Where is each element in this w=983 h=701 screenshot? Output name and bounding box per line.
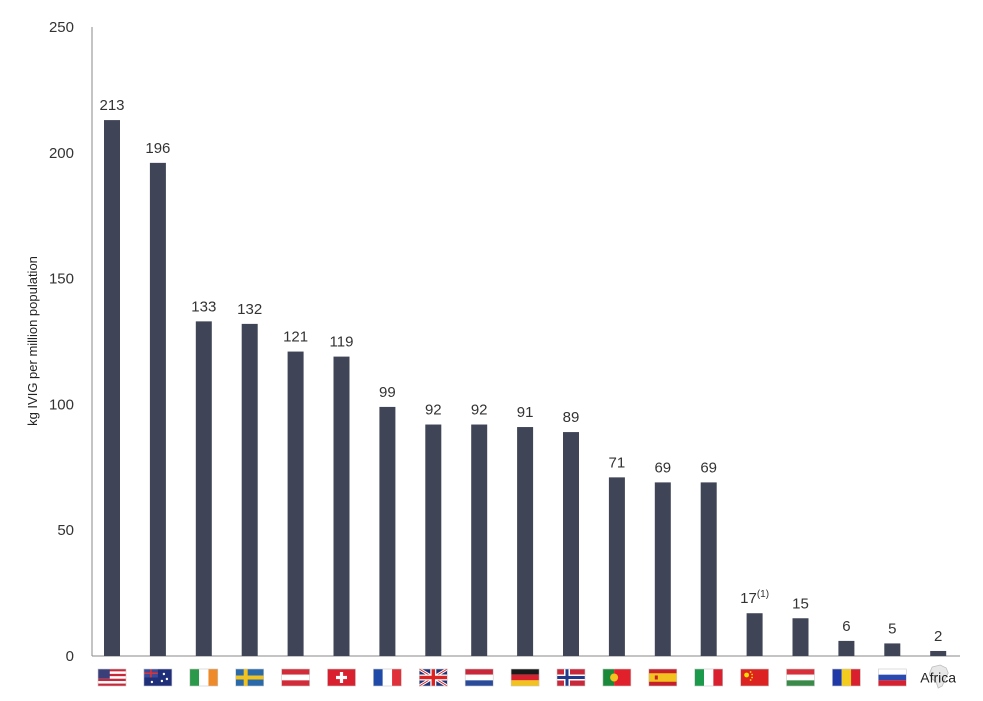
france-flag-icon: [373, 668, 402, 687]
bar: [838, 640, 855, 656]
data-label: 119: [330, 334, 354, 351]
data-label: 89: [563, 409, 580, 426]
data-label: 92: [425, 402, 442, 419]
bar: [930, 650, 947, 656]
data-label: 99: [379, 384, 396, 401]
data-label: 5: [888, 620, 896, 637]
austria-flag-icon: [281, 668, 310, 687]
bar: [517, 427, 534, 656]
australia-flag-icon: [143, 668, 173, 687]
y-tick-label: 150: [49, 271, 74, 288]
norway-flag-icon: [556, 668, 586, 687]
y-tick-label: 100: [49, 396, 74, 413]
data-label-value: 69: [654, 459, 671, 476]
bar: [104, 120, 120, 657]
data-label: 6: [842, 618, 850, 635]
data-label-value: 92: [425, 402, 442, 419]
data-label-value: 5: [888, 620, 896, 637]
data-label-value: 69: [700, 459, 717, 476]
hungary-flag-icon: [786, 668, 815, 687]
bar: [241, 323, 258, 656]
data-label-value: 119: [330, 334, 354, 351]
portugal-flag-icon: [602, 668, 632, 687]
data-label-value: 99: [379, 384, 396, 401]
italy-flag-icon: [694, 668, 724, 687]
ireland-flag-icon: [189, 668, 219, 687]
y-axis-title: kg IVIG per million population: [25, 256, 40, 426]
data-label: 17(1): [740, 589, 769, 607]
netherlands-flag-icon: [464, 668, 494, 687]
romania-flag-icon: [832, 668, 861, 687]
y-axis: 0 50 100 150 200 250 kg IVIG per million popu…: [25, 19, 93, 665]
data-label-value: 6: [842, 618, 850, 635]
data-label: 71: [609, 454, 626, 471]
data-label: 132: [237, 301, 262, 318]
bar: [746, 613, 763, 656]
bar: [792, 618, 809, 656]
bar: [333, 356, 350, 656]
switzerland-flag-icon: [327, 668, 356, 687]
bar: [195, 321, 212, 656]
data-label-value: 71: [609, 454, 626, 471]
data-label: 92: [471, 402, 488, 419]
bar: [379, 406, 396, 656]
y-tick-labels: 0 50 100 150 200 250: [49, 19, 74, 665]
y-tick-label: 0: [66, 648, 74, 665]
bars: [104, 120, 947, 657]
bar: [608, 477, 625, 656]
data-label: 15: [792, 595, 809, 612]
usa-flag-icon: [97, 668, 127, 687]
data-label: 2: [934, 628, 942, 645]
footnote-mark: (1): [757, 589, 769, 600]
data-label-value: 121: [283, 329, 308, 346]
data-label-value: 17: [740, 590, 757, 607]
china-flag-icon: [740, 668, 769, 687]
y-tick-label: 250: [49, 19, 74, 36]
data-label-value: 133: [191, 298, 216, 315]
bar: [149, 162, 166, 656]
sweden-flag-icon: [235, 668, 264, 687]
y-tick-label: 50: [57, 522, 74, 539]
bar: [654, 482, 671, 656]
data-label-value: 15: [792, 595, 809, 612]
data-label: 133: [191, 298, 216, 315]
bar: [884, 643, 901, 656]
data-label-value: 132: [237, 301, 262, 318]
category-label: Africa: [920, 670, 956, 686]
spain-flag-icon: [648, 668, 678, 687]
data-label-value: 92: [471, 402, 488, 419]
data-label: 91: [517, 404, 534, 421]
y-tick-label: 200: [49, 145, 74, 162]
data-label: 213: [99, 97, 124, 114]
data-label: 69: [654, 459, 671, 476]
category-flags: Africa: [97, 664, 956, 689]
africa-map-icon: [928, 664, 949, 689]
data-label-value: 196: [145, 140, 170, 157]
bar: [287, 351, 304, 656]
uk-flag-icon: [418, 667, 449, 688]
data-label: 121: [283, 329, 308, 346]
data-label: 69: [700, 459, 717, 476]
russia-flag-icon: [877, 668, 907, 687]
data-label: 196: [145, 140, 170, 157]
bar: [425, 424, 442, 656]
bar: [563, 432, 579, 656]
data-label-value: 89: [563, 409, 580, 426]
bar: [471, 424, 488, 656]
data-label-value: 213: [99, 97, 124, 114]
germany-flag-icon: [510, 668, 540, 687]
data-label-value: 91: [517, 404, 534, 421]
bar: [700, 482, 717, 656]
data-label-value: 2: [934, 628, 942, 645]
